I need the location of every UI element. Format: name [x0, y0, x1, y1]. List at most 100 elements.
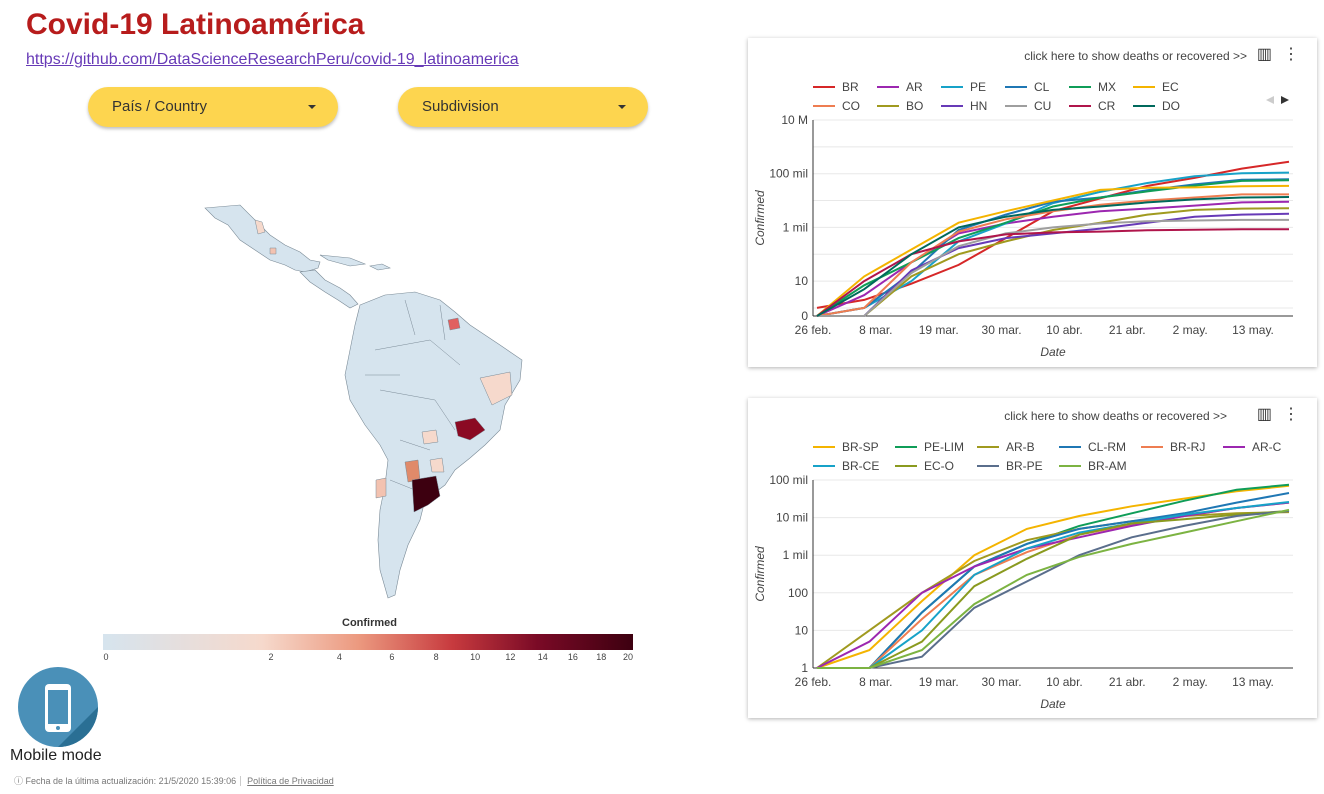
- country-dropdown[interactable]: País / Country: [88, 87, 338, 127]
- series-line-do[interactable]: [816, 196, 1290, 317]
- x-tick-label: 8 mar.: [859, 675, 892, 689]
- legend-label[interactable]: CL: [1034, 80, 1050, 94]
- legend-label[interactable]: BR-AM: [1088, 459, 1127, 473]
- more-options-icon[interactable]: ⋮: [1283, 406, 1299, 423]
- series-line-cl-rm[interactable]: [817, 492, 1290, 669]
- y-axis-title: Confirmed: [753, 546, 767, 602]
- series-line-br-pe[interactable]: [817, 510, 1290, 669]
- chart-countries-svg: 0 10 1 mil 100 mil 10 M 26 feb. 8 mar. 19 mar. 3…: [753, 80, 1293, 359]
- legend-label[interactable]: EC: [1162, 80, 1179, 94]
- legend-label[interactable]: HN: [970, 99, 987, 113]
- github-link[interactable]: https://github.com/DataScienceResearchPe…: [26, 51, 519, 68]
- series-line-br-am[interactable]: [817, 508, 1290, 669]
- map-legend-tick: 4: [336, 652, 342, 662]
- subdivision-dropdown[interactable]: Subdivision: [398, 87, 648, 127]
- x-tick-label: 30 mar.: [982, 675, 1022, 689]
- map-central-america[interactable]: [299, 269, 359, 309]
- map-legend-tick: 10: [470, 652, 481, 662]
- legend-label[interactable]: BR-CE: [842, 459, 879, 473]
- map-region-chile[interactable]: [375, 477, 387, 499]
- mobile-mode-button[interactable]: [18, 667, 98, 747]
- map-legend-tick: 2: [268, 652, 274, 662]
- legend-label[interactable]: BR-RJ: [1170, 440, 1205, 454]
- legend-next-icon[interactable]: [1281, 96, 1289, 104]
- map-mexico[interactable]: [204, 204, 321, 273]
- series-line-ar[interactable]: [816, 200, 1290, 317]
- map-cuba[interactable]: [319, 254, 367, 267]
- y-tick-label: 100: [788, 586, 808, 600]
- map-mexico-city-highlight[interactable]: [269, 247, 277, 255]
- series-line-br-ce[interactable]: [817, 501, 1290, 669]
- toggle-deaths-recovered-link[interactable]: click here to show deaths or recovered >…: [1004, 409, 1227, 423]
- x-axis-title: Date: [1040, 345, 1066, 359]
- privacy-link[interactable]: Política de Privacidad: [240, 776, 334, 786]
- more-options-icon[interactable]: ⋮: [1283, 46, 1299, 63]
- map-region-uruguay[interactable]: [429, 457, 445, 473]
- map-legend-tick: 6: [389, 652, 395, 662]
- latin-america-map[interactable]: [200, 200, 530, 600]
- map-legend-tick: 20: [622, 652, 634, 662]
- series-line-mx[interactable]: [816, 179, 1290, 317]
- legend-label[interactable]: CO: [842, 99, 860, 113]
- x-tick-label: 8 mar.: [859, 323, 892, 337]
- legend-label[interactable]: BR-PE: [1006, 459, 1043, 473]
- legend-label[interactable]: CU: [1034, 99, 1051, 113]
- chart-subdivisions-svg: 1 10 100 1 mil 10 mil 100 mil 26 feb. 8 mar. 19 …: [753, 440, 1293, 711]
- map-region-bolivia-highlight[interactable]: [421, 429, 439, 445]
- legend-label[interactable]: BR-SP: [842, 440, 879, 454]
- series-line-co[interactable]: [816, 193, 1289, 317]
- page-title: Covid-19 Latinoamérica: [26, 8, 365, 41]
- y-tick-label: 1: [801, 661, 808, 675]
- x-axis-title: Date: [1040, 697, 1066, 711]
- map-legend-tick: 0: [103, 652, 109, 662]
- map-color-scale: [103, 634, 633, 650]
- series-line-ec[interactable]: [816, 184, 1290, 317]
- series-line-br-rj[interactable]: [817, 501, 1290, 669]
- legend-label[interactable]: DO: [1162, 99, 1180, 113]
- series-line-ar-b[interactable]: [816, 511, 1290, 669]
- legend-label[interactable]: CL-RM: [1088, 440, 1126, 454]
- x-tick-label: 2 may.: [1173, 675, 1208, 689]
- legend-label[interactable]: AR-B: [1006, 440, 1035, 454]
- subdivision-dropdown-label: Subdivision: [422, 98, 499, 115]
- map-sao-paulo[interactable]: [454, 417, 486, 441]
- chart-type-icon[interactable]: ▥: [1256, 406, 1272, 423]
- series-line-br-sp[interactable]: [816, 484, 1290, 669]
- legend-label[interactable]: BO: [906, 99, 923, 113]
- map-mexico-state-highlight[interactable]: [254, 219, 266, 235]
- y-tick-label: 0: [801, 309, 808, 323]
- series-line-cu[interactable]: [817, 218, 1289, 317]
- x-tick-label: 10 abr.: [1046, 675, 1083, 689]
- x-tick-label: 26 feb.: [795, 323, 832, 337]
- map-buenos-aires[interactable]: [411, 475, 441, 513]
- map-south-america[interactable]: [344, 291, 523, 599]
- series-line-bo[interactable]: [817, 207, 1290, 317]
- series-line-cr[interactable]: [816, 228, 1290, 317]
- x-tick-label: 21 abr.: [1109, 675, 1146, 689]
- series-line-pe-lim[interactable]: [817, 483, 1290, 669]
- toggle-deaths-recovered-link[interactable]: click here to show deaths or recovered >…: [1024, 49, 1247, 63]
- map-legend-tick: 14: [537, 652, 548, 662]
- map-bahia[interactable]: [479, 371, 513, 406]
- legend-label[interactable]: BR: [842, 80, 859, 94]
- y-tick-label: 100 mil: [769, 167, 808, 181]
- legend-prev-icon[interactable]: [1266, 96, 1274, 104]
- chart-type-icon[interactable]: ▥: [1256, 46, 1272, 63]
- map-french-guiana[interactable]: [447, 317, 461, 331]
- legend-label[interactable]: MX: [1098, 80, 1116, 94]
- caret-down-icon: [308, 105, 316, 109]
- legend-label[interactable]: AR: [906, 80, 923, 94]
- legend-label[interactable]: AR-C: [1252, 440, 1282, 454]
- caret-down-icon: [618, 105, 626, 109]
- y-tick-label: 10: [795, 274, 809, 288]
- y-tick-label: 10: [795, 623, 809, 637]
- legend-label[interactable]: PE-LIM: [924, 440, 964, 454]
- series-line-ar-c[interactable]: [816, 501, 1290, 669]
- legend-label[interactable]: CR: [1098, 99, 1116, 113]
- legend-label[interactable]: PE: [970, 80, 986, 94]
- chart-card-subdivisions: click here to show deaths or recovered >…: [748, 398, 1317, 718]
- legend-label[interactable]: EC-O: [924, 459, 954, 473]
- map-caribbean[interactable]: [369, 263, 391, 271]
- series-line-ec-o[interactable]: [817, 510, 1290, 669]
- map-legend-title: Confirmed: [342, 617, 397, 629]
